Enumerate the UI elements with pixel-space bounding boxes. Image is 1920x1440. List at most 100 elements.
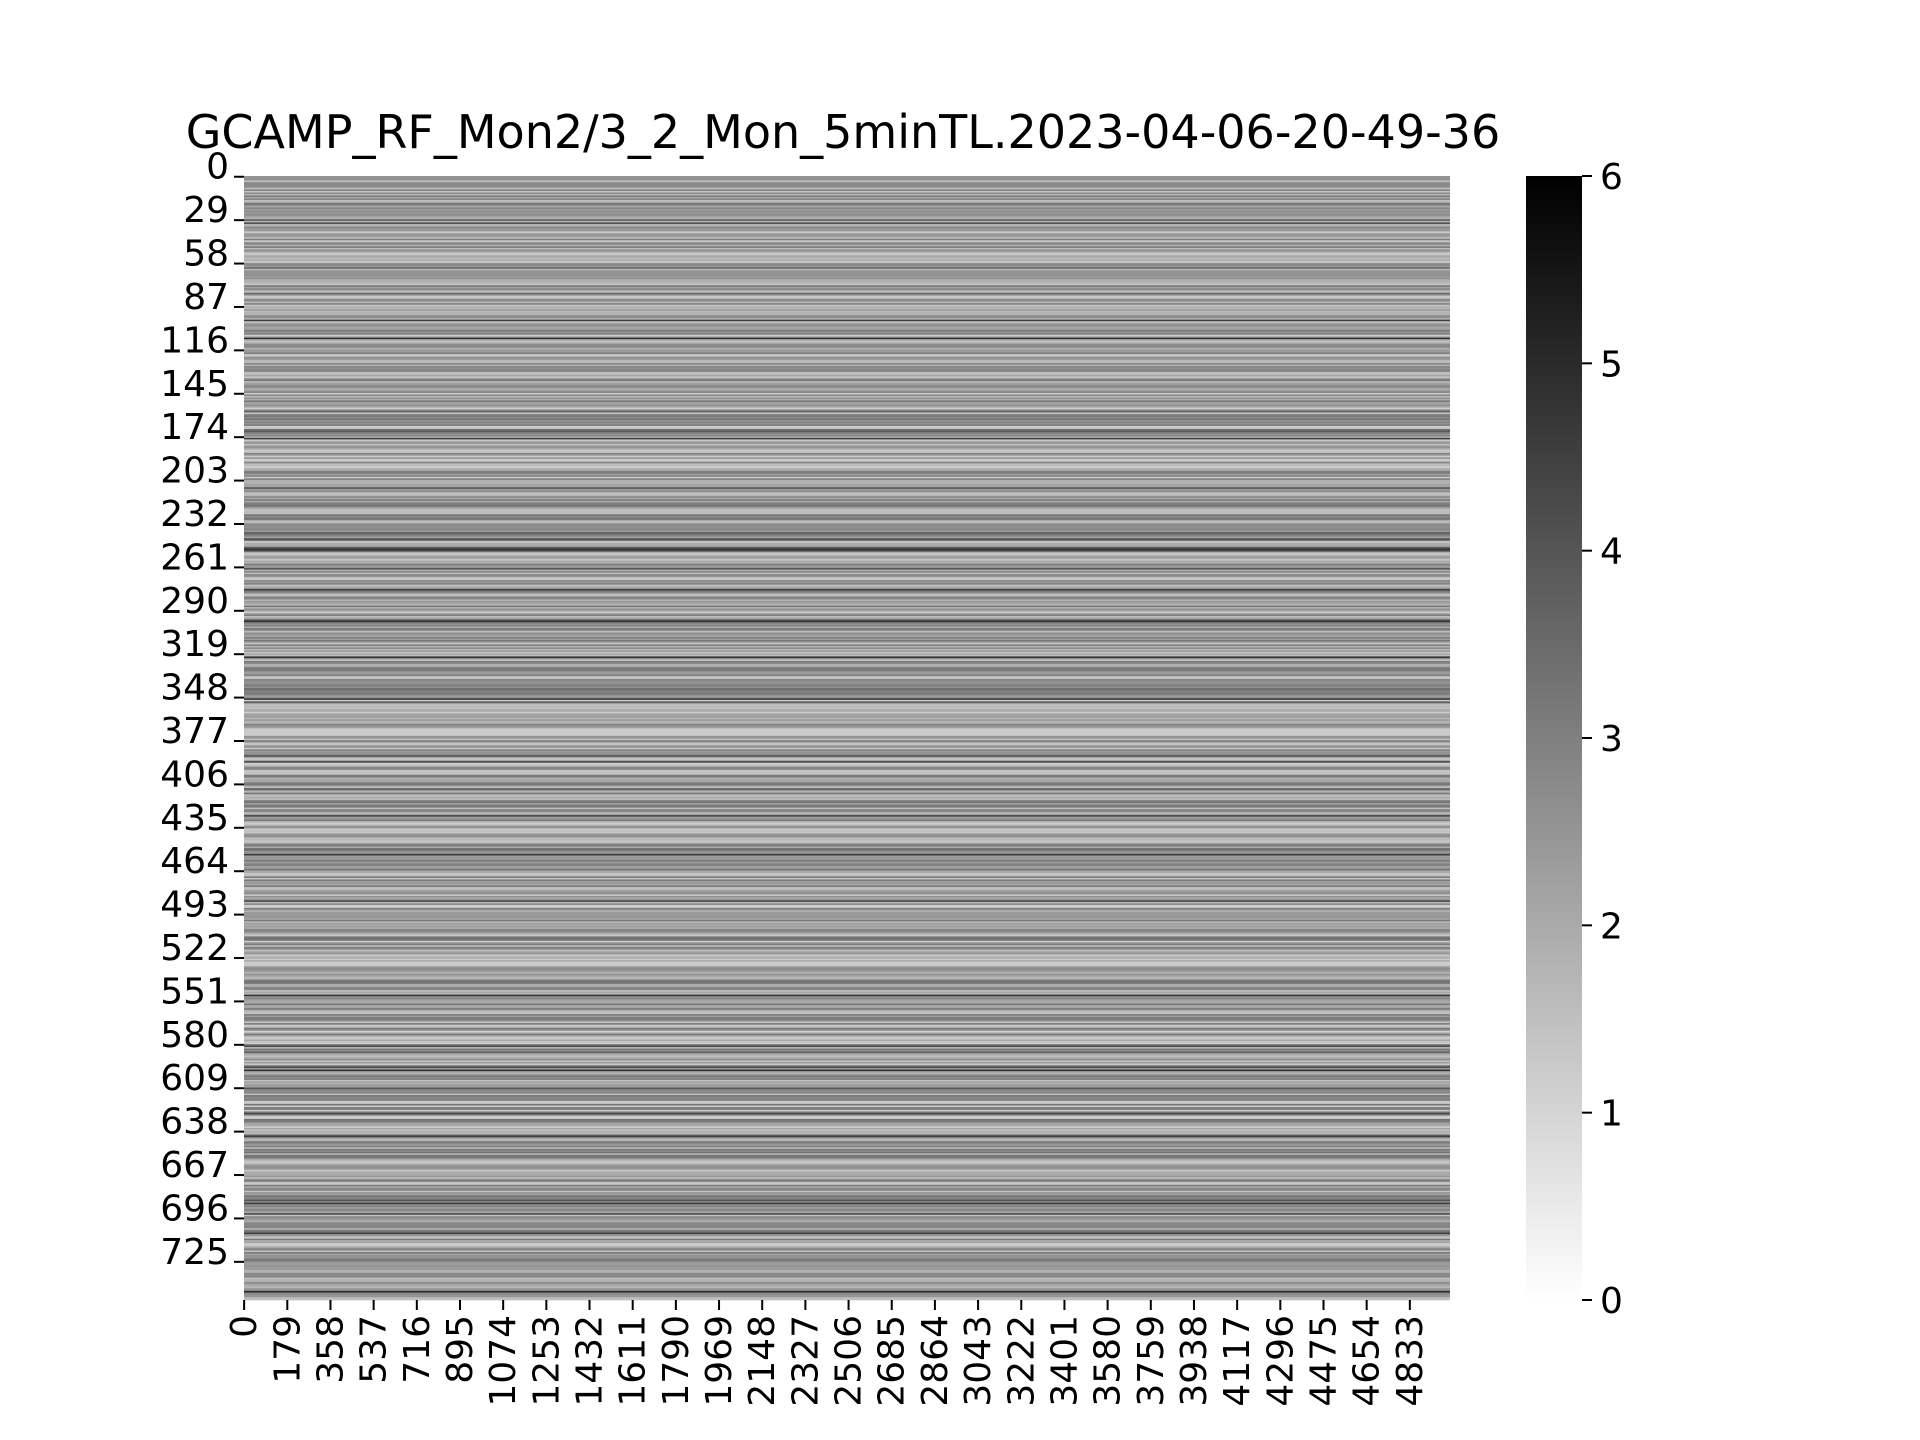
heatmap-row: [244, 348, 1450, 350]
heatmap-row: [244, 288, 1450, 291]
heatmap-row: [244, 313, 1450, 316]
heatmap-row: [244, 596, 1450, 599]
y-tick-label: 609: [160, 1058, 229, 1099]
heatmap-row: [244, 292, 1450, 295]
heatmap-row: [244, 250, 1450, 253]
heatmap-row: [244, 413, 1450, 416]
x-tick-label: 1611: [613, 1315, 654, 1407]
heatmap-row: [244, 894, 1450, 897]
heatmap-row: [244, 1139, 1450, 1142]
heatmap-row: [244, 1255, 1450, 1257]
heatmap-row: [244, 988, 1450, 991]
heatmap-row: [244, 542, 1450, 545]
heatmap-row: [244, 1062, 1450, 1064]
heatmap-row: [244, 506, 1450, 509]
heatmap-row: [244, 602, 1450, 605]
heatmap-row: [244, 190, 1450, 193]
heatmap-row: [244, 638, 1450, 641]
heatmap-row: [244, 499, 1450, 502]
heatmap-row: [244, 777, 1450, 780]
heatmap-row: [244, 945, 1450, 948]
heatmap-row: [244, 660, 1450, 663]
heatmap-row: [244, 1114, 1450, 1117]
heatmap-row: [244, 539, 1450, 542]
heatmap-row: [244, 1012, 1450, 1015]
colorbar-tick-label: 2: [1600, 906, 1623, 947]
heatmap-row: [244, 984, 1450, 987]
heatmap-row: [244, 732, 1450, 735]
heatmap-row: [244, 1231, 1450, 1233]
heatmap-row: [244, 358, 1450, 361]
heatmap-row: [244, 946, 1450, 949]
heatmap-row: [244, 644, 1450, 647]
heatmap-row: [244, 354, 1450, 356]
heatmap-row: [244, 719, 1450, 722]
heatmap-row: [244, 795, 1450, 798]
heatmap-row: [244, 695, 1450, 698]
heatmap-row: [244, 475, 1450, 478]
heatmap-row: [244, 593, 1450, 596]
heatmap-row: [244, 851, 1450, 853]
heatmap-row: [244, 557, 1450, 560]
heatmap-row: [244, 627, 1450, 630]
heatmap-row: [244, 452, 1450, 455]
heatmap-row: [244, 809, 1450, 811]
heatmap-row: [244, 331, 1450, 334]
x-tick-label: 2148: [742, 1315, 783, 1407]
heatmap-row: [244, 216, 1450, 219]
heatmap-row: [244, 1273, 1450, 1275]
x-axis: 0 179 358 537 716 895 1074 1253 1432 1611 1790 1969…: [224, 1300, 1431, 1407]
y-tick-label: 638: [160, 1102, 229, 1143]
heatmap-row: [244, 297, 1450, 300]
heatmap-row: [244, 882, 1450, 885]
heatmap-row: [244, 785, 1450, 787]
heatmap-row: [244, 1038, 1450, 1040]
heatmap-row: [244, 526, 1450, 529]
heatmap-row: [244, 1100, 1450, 1103]
heatmap-row: [244, 394, 1450, 397]
heatmap-row: [244, 1232, 1450, 1235]
heatmap-row: [244, 677, 1450, 680]
heatmap-row: [244, 482, 1450, 485]
heatmap-row: [244, 304, 1450, 307]
heatmap-row: [244, 975, 1450, 978]
heatmap-row: [244, 987, 1450, 990]
heatmap-row: [244, 307, 1450, 310]
heatmap-row: [244, 1292, 1450, 1295]
heatmap-row: [244, 886, 1450, 889]
heatmap-row: [244, 434, 1450, 437]
heatmap-row: [244, 705, 1450, 708]
chart-title: GCAMP_RF_Mon2/3_2_Mon_5minTL.2023-04-06-…: [186, 105, 1500, 159]
heatmap-row: [244, 1039, 1450, 1042]
heatmap-row: [244, 601, 1450, 603]
heatmap-row: [244, 298, 1450, 301]
heatmap-row: [244, 1044, 1450, 1046]
heatmap-row: [244, 352, 1450, 355]
heatmap-row: [244, 581, 1450, 584]
heatmap-row: [244, 1151, 1450, 1154]
heatmap-row: [244, 204, 1450, 207]
heatmap-row: [244, 1217, 1450, 1220]
heatmap-row: [244, 592, 1450, 594]
heatmap-row: [244, 177, 1450, 180]
heatmap-row: [244, 580, 1450, 582]
heatmap-row: [244, 402, 1450, 404]
heatmap-row: [244, 797, 1450, 799]
heatmap-row: [244, 259, 1450, 262]
heatmap-row: [244, 759, 1450, 762]
heatmap-row: [244, 828, 1450, 831]
heatmap-row: [244, 729, 1450, 732]
heatmap-row: [244, 924, 1450, 927]
heatmap-row: [244, 192, 1450, 195]
heatmap-row: [244, 258, 1450, 261]
heatmap-row: [244, 735, 1450, 738]
heatmap-row: [244, 900, 1450, 903]
heatmap-row: [244, 1228, 1450, 1231]
heatmap-row: [244, 635, 1450, 638]
heatmap-row: [244, 788, 1450, 790]
heatmap-row: [244, 614, 1450, 617]
heatmap-row: [244, 755, 1450, 758]
heatmap-row: [244, 1165, 1450, 1168]
heatmap-row: [244, 590, 1450, 593]
heatmap-row: [244, 436, 1450, 439]
